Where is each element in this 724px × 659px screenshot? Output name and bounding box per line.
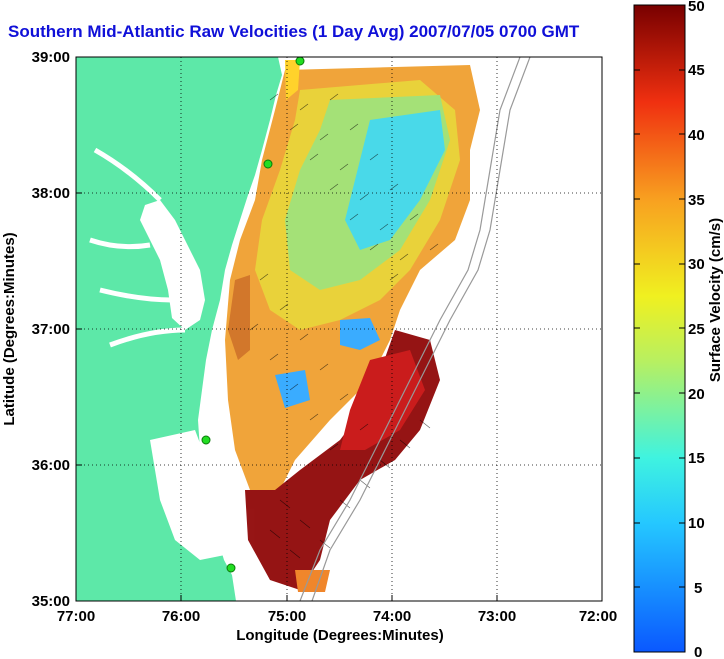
velocity-field — [225, 60, 480, 592]
station-marker — [201, 435, 211, 445]
x-tick-label: 75:00 — [268, 608, 306, 625]
map-title: Southern Mid-Atlantic Raw Velocities (1 … — [8, 22, 580, 41]
bay-arm — [89, 147, 186, 348]
station-marker — [295, 57, 305, 66]
isobath-line-2 — [311, 57, 531, 601]
colorbar-tick-label: 50 — [688, 0, 705, 15]
station-markers — [201, 57, 305, 573]
y-axis-label: Latitude (Degrees:Minutes) — [1, 232, 18, 425]
sound-water — [150, 430, 225, 560]
colorbar-tick-label: 15 — [688, 450, 705, 467]
colorbar-tick-label: 40 — [688, 127, 705, 144]
x-tick-label: 77:00 — [57, 608, 95, 625]
x-axis-label: Longitude (Degrees:Minutes) — [236, 627, 444, 644]
y-tick-label: 39:00 — [32, 49, 70, 66]
colorbar-tick-label: 5 — [694, 580, 702, 597]
colorbar-tick-label: 0 — [694, 644, 702, 659]
colorbar-tick-label: 20 — [688, 386, 705, 403]
x-tick-label: 74:00 — [373, 608, 411, 625]
station-marker — [263, 159, 273, 169]
x-tick-label: 72:00 — [579, 608, 617, 625]
y-tick-label: 36:00 — [32, 457, 70, 474]
colorbar-ticks — [634, 4, 685, 588]
colorbar-tick-label: 10 — [688, 515, 705, 532]
colorbar-tick-label: 30 — [688, 256, 705, 273]
y-tick-label: 38:00 — [32, 185, 70, 202]
colorbar-tick-label: 45 — [688, 62, 705, 79]
grid-lines — [76, 57, 602, 601]
tick-marks — [75, 56, 603, 602]
x-tick-label: 76:00 — [162, 608, 200, 625]
colorbar-tick-label: 25 — [688, 321, 705, 338]
colorbar-tick-label: 35 — [688, 192, 705, 209]
x-tick-label: 73:00 — [478, 608, 516, 625]
y-tick-label: 35:00 — [32, 593, 70, 610]
isobath-line — [299, 57, 521, 601]
colorbar — [633, 4, 686, 653]
colorbar-label: Surface Velocity (cm/s) — [707, 218, 724, 382]
y-tick-label: 37:00 — [32, 321, 70, 338]
velocity-arrows — [249, 93, 439, 559]
bay-water — [140, 200, 205, 330]
station-marker — [226, 563, 236, 573]
